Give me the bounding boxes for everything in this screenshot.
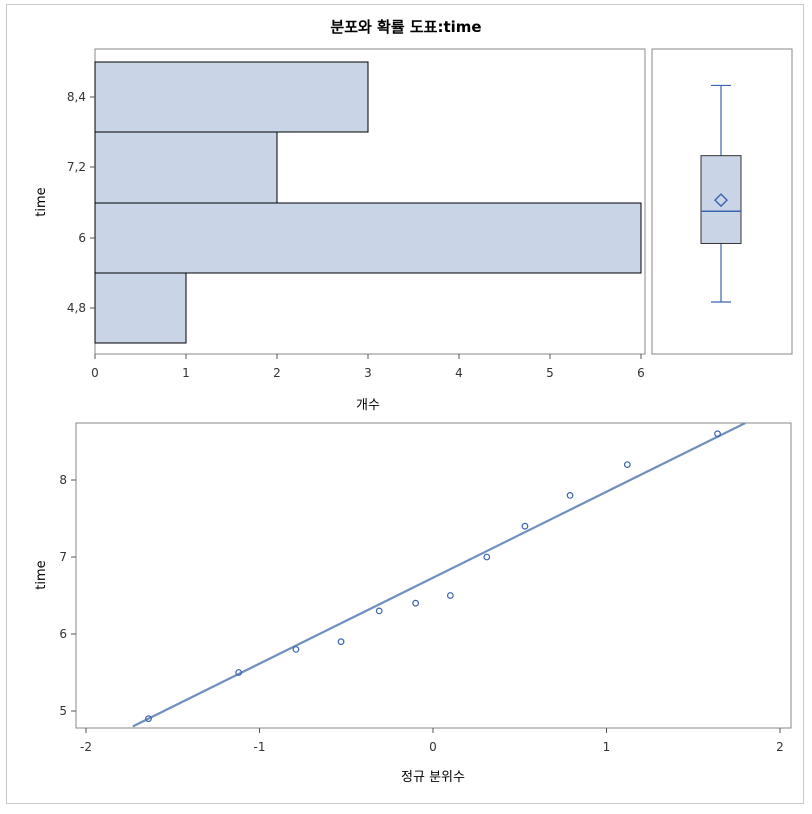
histogram-bar-6 — [95, 203, 641, 273]
histogram-y-tick-label: 6 — [78, 231, 86, 245]
histogram-y-tick-label: 7,2 — [67, 160, 86, 174]
qq-point — [413, 600, 419, 606]
histogram-x-axis-label: 개수 — [356, 398, 380, 413]
qq-point — [484, 554, 490, 560]
histogram-bar-4.8 — [95, 273, 186, 343]
qq-y-tick-label: 8 — [59, 473, 67, 487]
histogram-x-tick-label: 3 — [364, 366, 372, 380]
histogram-x-tick-label: 0 — [91, 366, 99, 380]
qq-y-axis-label: time — [34, 560, 49, 589]
histogram-bar-8.4 — [95, 62, 368, 132]
histogram-y-axis-label: time — [34, 187, 49, 216]
boxplot-box — [701, 156, 741, 244]
histogram-panel: 8,4 7,2 6 4,8 0 1 2 3 4 5 6 — [67, 49, 645, 380]
qq-x-tick-label: 0 — [429, 740, 437, 754]
qq-y-tick-label: 6 — [59, 627, 67, 641]
qq-point — [376, 608, 382, 614]
qq-fit-line — [133, 423, 745, 726]
qq-x-tick-label: 1 — [603, 740, 611, 754]
qq-point — [522, 523, 528, 529]
qq-x-tick-label: 2 — [776, 740, 784, 754]
histogram-x-tick-label: 1 — [182, 366, 190, 380]
qq-point — [567, 493, 573, 499]
qq-frame — [76, 423, 791, 728]
qq-point — [625, 462, 631, 468]
qq-point — [448, 593, 454, 599]
qq-y-tick-label: 7 — [59, 550, 67, 564]
histogram-bar-7.2 — [95, 132, 277, 203]
histogram-x-tick-label: 6 — [637, 366, 645, 380]
histogram-y-tick-label: 4,8 — [67, 301, 86, 315]
qq-x-tick-label: -2 — [80, 740, 92, 754]
histogram-x-tick-label: 5 — [546, 366, 554, 380]
histogram-x-tick-label: 4 — [455, 366, 463, 380]
qq-x-axis-label: 정규 분위수 — [401, 770, 465, 785]
boxplot-panel — [652, 49, 792, 354]
histogram-x-tick-label: 2 — [273, 366, 281, 380]
qq-plot-panel: -2 -1 0 1 2 5 6 7 8 — [59, 423, 791, 754]
qq-point — [293, 647, 299, 653]
qq-point — [338, 639, 344, 645]
qq-y-tick-label: 5 — [59, 704, 67, 718]
histogram-y-tick-label: 8,4 — [67, 90, 86, 104]
qq-x-tick-label: -1 — [254, 740, 266, 754]
